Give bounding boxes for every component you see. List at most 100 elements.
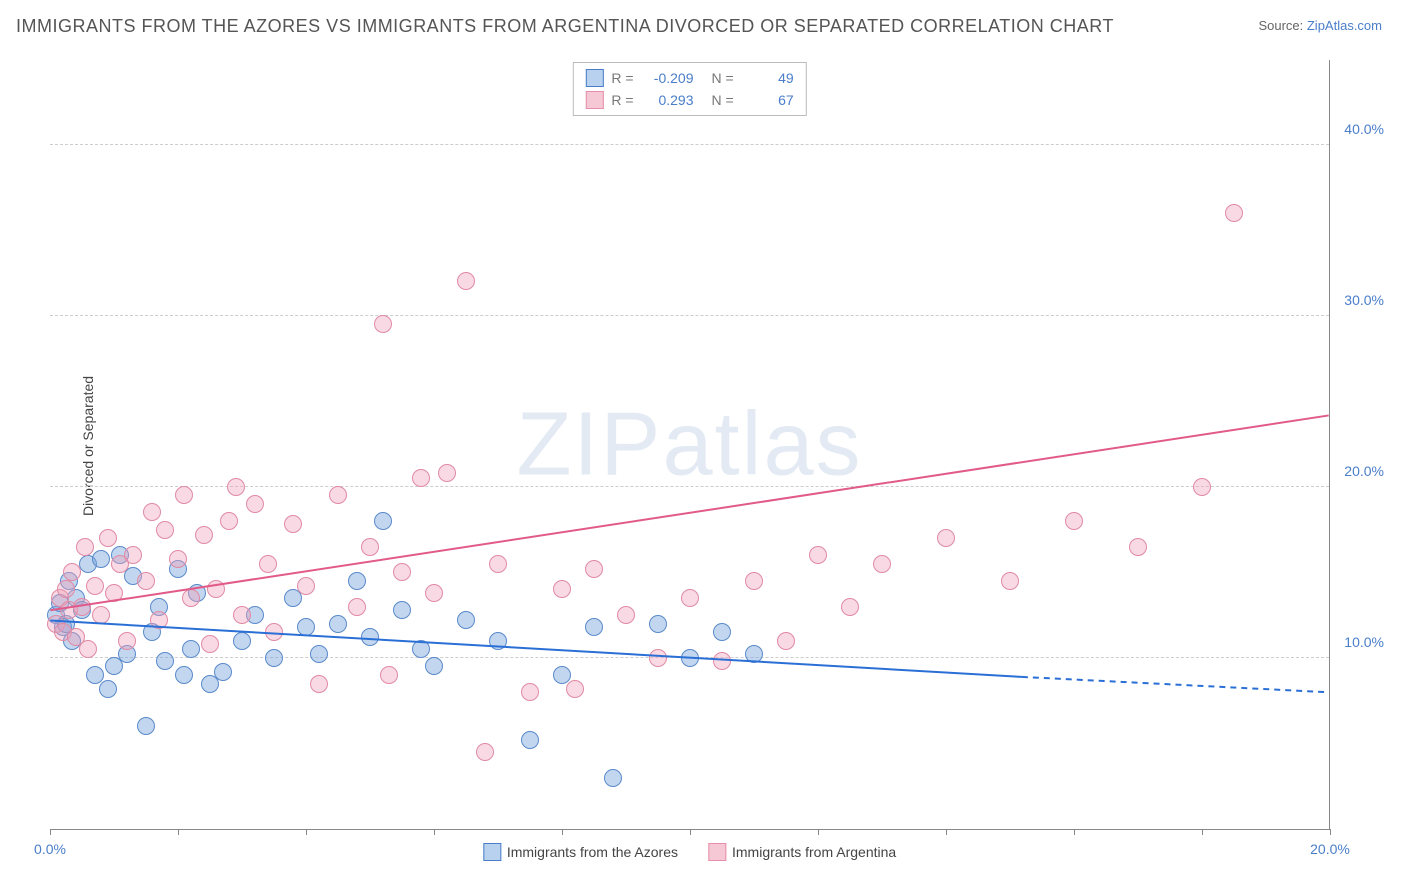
gridline xyxy=(50,315,1329,316)
source-prefix: Source: xyxy=(1258,18,1306,33)
x-tick-label: 0.0% xyxy=(34,841,66,857)
scatter-point xyxy=(476,743,494,761)
scatter-point xyxy=(937,529,955,547)
scatter-point xyxy=(175,666,193,684)
y-tick-label: 20.0% xyxy=(1344,463,1384,479)
x-tick xyxy=(690,829,691,835)
scatter-point xyxy=(681,649,699,667)
scatter-point xyxy=(329,615,347,633)
scatter-point xyxy=(92,550,110,568)
y-tick-label: 40.0% xyxy=(1344,121,1384,137)
scatter-point xyxy=(265,623,283,641)
scatter-point xyxy=(233,632,251,650)
scatter-point xyxy=(489,632,507,650)
x-tick xyxy=(178,829,179,835)
scatter-point xyxy=(745,645,763,663)
scatter-point xyxy=(1225,204,1243,222)
scatter-point xyxy=(1065,512,1083,530)
scatter-point xyxy=(214,663,232,681)
scatter-point xyxy=(137,717,155,735)
scatter-point xyxy=(841,598,859,616)
x-tick xyxy=(946,829,947,835)
scatter-point xyxy=(310,645,328,663)
scatter-point xyxy=(182,589,200,607)
scatter-point xyxy=(348,572,366,590)
scatter-point xyxy=(265,649,283,667)
scatter-point xyxy=(412,469,430,487)
scatter-point xyxy=(284,515,302,533)
scatter-point xyxy=(438,464,456,482)
scatter-point xyxy=(105,584,123,602)
x-tick xyxy=(306,829,307,835)
legend-series-label: Immigrants from the Azores xyxy=(507,844,678,860)
chart-title: IMMIGRANTS FROM THE AZORES VS IMMIGRANTS… xyxy=(16,16,1114,37)
scatter-point xyxy=(393,601,411,619)
scatter-point xyxy=(297,577,315,595)
x-tick xyxy=(562,829,563,835)
scatter-point xyxy=(361,628,379,646)
watermark-text: ZIPatlas xyxy=(516,393,862,496)
scatter-point xyxy=(489,555,507,573)
regression-line xyxy=(50,415,1328,610)
scatter-point xyxy=(393,563,411,581)
scatter-point xyxy=(175,486,193,504)
x-tick xyxy=(1202,829,1203,835)
scatter-point xyxy=(233,606,251,624)
legend-stat-row: R = 0.293 N = 67 xyxy=(585,89,793,111)
legend-series-label: Immigrants from Argentina xyxy=(732,844,896,860)
scatter-point xyxy=(521,683,539,701)
scatter-point xyxy=(207,580,225,598)
scatter-point xyxy=(182,640,200,658)
scatter-point xyxy=(156,652,174,670)
scatter-point xyxy=(1193,478,1211,496)
source-link[interactable]: ZipAtlas.com xyxy=(1307,18,1382,33)
scatter-point xyxy=(259,555,277,573)
scatter-point xyxy=(521,731,539,749)
scatter-point xyxy=(1129,538,1147,556)
scatter-point xyxy=(374,315,392,333)
scatter-point xyxy=(156,521,174,539)
chart-plot-area: R = -0.209 N = 49 R = 0.293 N = 67 ZIPat… xyxy=(50,60,1330,830)
x-tick xyxy=(434,829,435,835)
watermark-atlas: atlas xyxy=(662,394,862,494)
legend-swatch xyxy=(585,69,603,87)
scatter-point xyxy=(329,486,347,504)
legend-n-value: 67 xyxy=(742,89,794,111)
scatter-point xyxy=(76,538,94,556)
x-tick xyxy=(50,829,51,835)
scatter-point xyxy=(713,623,731,641)
scatter-point xyxy=(617,606,635,624)
scatter-point xyxy=(73,598,91,616)
legend-series-bottom: Immigrants from the Azores Immigrants fr… xyxy=(483,843,896,861)
scatter-point xyxy=(361,538,379,556)
scatter-point xyxy=(124,546,142,564)
scatter-point xyxy=(425,584,443,602)
legend-stat-row: R = -0.209 N = 49 xyxy=(585,67,793,89)
scatter-point xyxy=(553,580,571,598)
legend-n-value: 49 xyxy=(742,67,794,89)
scatter-point xyxy=(374,512,392,530)
regression-lines-svg xyxy=(50,60,1329,829)
scatter-point xyxy=(873,555,891,573)
scatter-point xyxy=(57,580,75,598)
scatter-point xyxy=(649,615,667,633)
scatter-point xyxy=(297,618,315,636)
scatter-point xyxy=(681,589,699,607)
x-tick xyxy=(1074,829,1075,835)
scatter-point xyxy=(118,632,136,650)
scatter-point xyxy=(143,503,161,521)
legend-stats-box: R = -0.209 N = 49 R = 0.293 N = 67 xyxy=(572,62,806,116)
scatter-point xyxy=(649,649,667,667)
x-tick xyxy=(818,829,819,835)
scatter-point xyxy=(425,657,443,675)
legend-series-item: Immigrants from Argentina xyxy=(708,843,896,861)
scatter-point xyxy=(566,680,584,698)
scatter-point xyxy=(246,495,264,513)
scatter-point xyxy=(585,618,603,636)
scatter-point xyxy=(99,680,117,698)
legend-n-label: N = xyxy=(712,67,734,89)
regression-line-dashed xyxy=(1022,677,1329,692)
scatter-point xyxy=(809,546,827,564)
gridline xyxy=(50,144,1329,145)
legend-r-label: R = xyxy=(611,67,633,89)
